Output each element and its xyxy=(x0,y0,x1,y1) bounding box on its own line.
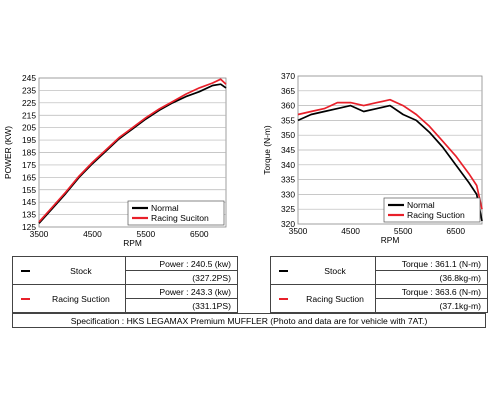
y-tick-label: 320 xyxy=(281,219,295,229)
y-tick-label: 175 xyxy=(22,160,36,170)
y-tick-label: 325 xyxy=(281,204,295,214)
y-tick-label: 145 xyxy=(22,197,36,207)
x-tick-label: 6500 xyxy=(190,229,209,239)
legend-label: Normal xyxy=(151,203,179,213)
stock-torque-nm: Torque : 361.1 (N-m) xyxy=(375,256,488,271)
y-tick-label: 340 xyxy=(281,160,295,170)
racing-label: Racing Suction xyxy=(37,284,126,313)
y-tick-label: 360 xyxy=(281,101,295,111)
y-tick-label: 335 xyxy=(281,175,295,185)
stock-line-swatch xyxy=(20,270,30,273)
racing-line-swatch xyxy=(278,298,288,301)
y-tick-label: 205 xyxy=(22,123,36,133)
table-row: (37.1kg-m) xyxy=(271,298,488,313)
legend-label: Normal xyxy=(407,200,435,210)
y-tick-label: 155 xyxy=(22,185,36,195)
y-tick-label: 235 xyxy=(22,85,36,95)
x-tick-label: 4500 xyxy=(341,226,360,236)
legend-label: Racing Suciton xyxy=(151,213,209,223)
x-tick-label: 5500 xyxy=(137,229,156,239)
stock-marker xyxy=(270,256,295,285)
x-tick-label: 4500 xyxy=(83,229,102,239)
y-tick-label: 225 xyxy=(22,98,36,108)
y-tick-label: 165 xyxy=(22,172,36,182)
stock-power-kw: Power : 240.5 (kw) xyxy=(124,256,239,271)
x-tick-label: 3500 xyxy=(289,226,308,236)
stock-power-ps: (327.2PS) xyxy=(124,270,239,285)
stock-torque-kgm: (36.8kg-m) xyxy=(375,270,488,285)
racing-torque-kgm: (37.1kg-m) xyxy=(375,298,488,313)
series-line-normal xyxy=(297,104,483,222)
table-row: Stock Torque : 361.1 (N-m) xyxy=(270,256,488,285)
stock-label: Stock xyxy=(37,256,126,285)
stock-marker xyxy=(12,256,37,285)
series-line-racing xyxy=(297,98,483,210)
specification-note: Specification : HKS LEGAMAX Premium MUFF… xyxy=(12,313,486,328)
racing-label: Racing Suction xyxy=(295,284,377,313)
y-tick-label: 245 xyxy=(22,73,36,83)
series-line-racing xyxy=(38,78,227,223)
power-chart: 125 135 145 155 165 175 185 195 205 215 225 235 245 3… xyxy=(3,73,227,248)
racing-line-swatch xyxy=(20,298,30,301)
racing-power-ps: (331.1PS) xyxy=(124,298,239,313)
table-row: (331.1PS) xyxy=(13,298,239,313)
y-tick-label: 125 xyxy=(22,222,36,232)
y-tick-label: 365 xyxy=(281,86,295,96)
stock-label: Stock xyxy=(295,256,377,285)
racing-torque-nm: Torque : 363.6 (N-m) xyxy=(375,284,488,299)
table-row: Stock Power : 240.5 (kw) xyxy=(12,256,239,285)
y-axis-label: Torque (N-m) xyxy=(262,125,272,175)
x-axis-label: RPM xyxy=(381,235,400,245)
table-row: Racing Suction Torque : 363.6 (N-m) xyxy=(270,284,488,313)
racing-power-kw: Power : 243.3 (kw) xyxy=(124,284,239,299)
x-tick-label: 3500 xyxy=(30,229,49,239)
y-tick-label: 350 xyxy=(281,130,295,140)
y-tick-label: 135 xyxy=(22,210,36,220)
torque-results-table: Stock Torque : 361.1 (N-m) (36.8kg-m) Ra… xyxy=(270,256,488,313)
y-tick-label: 355 xyxy=(281,115,295,125)
x-axis-label: RPM xyxy=(123,238,142,248)
y-tick-label: 185 xyxy=(22,148,36,158)
racing-marker xyxy=(270,284,295,313)
x-tick-label: 5500 xyxy=(394,226,413,236)
torque-chart: 320 325 330 335 340 345 350 355 360 365 370 3500 450… xyxy=(262,71,483,245)
legend-box xyxy=(383,197,481,223)
legend-label: Racing Suction xyxy=(407,210,465,220)
y-tick-label: 370 xyxy=(281,71,295,81)
y-tick-label: 345 xyxy=(281,145,295,155)
y-axis-label: POWER (KW) xyxy=(3,126,13,179)
power-results-table: Stock Power : 240.5 (kw) (327.2PS) Racin… xyxy=(12,256,239,313)
legend-box xyxy=(127,200,225,226)
y-tick-label: 215 xyxy=(22,110,36,120)
racing-marker xyxy=(12,284,37,313)
stock-line-swatch xyxy=(278,270,288,273)
table-row: Racing Suction Power : 243.3 (kw) xyxy=(12,284,239,313)
y-tick-label: 330 xyxy=(281,189,295,199)
x-tick-label: 6500 xyxy=(446,226,465,236)
y-tick-label: 195 xyxy=(22,135,36,145)
